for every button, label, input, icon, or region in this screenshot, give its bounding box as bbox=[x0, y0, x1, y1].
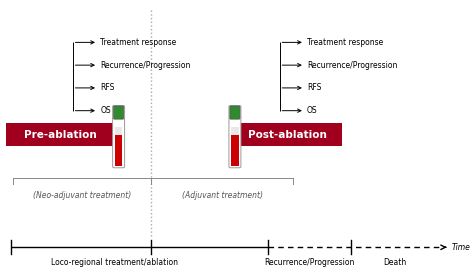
Text: OS: OS bbox=[307, 106, 318, 115]
Text: Death: Death bbox=[383, 258, 406, 267]
Text: Recurrence/Progression: Recurrence/Progression bbox=[307, 61, 398, 70]
Bar bbox=[115, 135, 122, 166]
Text: (Neo-adjuvant treatment): (Neo-adjuvant treatment) bbox=[33, 191, 131, 200]
Bar bbox=[231, 127, 238, 135]
Text: Time: Time bbox=[452, 243, 471, 252]
Bar bbox=[115, 127, 122, 135]
FancyBboxPatch shape bbox=[6, 123, 114, 146]
Text: OS: OS bbox=[100, 106, 111, 115]
Text: RFS: RFS bbox=[307, 83, 321, 92]
FancyBboxPatch shape bbox=[230, 106, 240, 119]
Text: Post-ablation: Post-ablation bbox=[248, 130, 327, 140]
Bar bbox=[231, 135, 238, 166]
Text: Treatment response: Treatment response bbox=[100, 38, 176, 47]
Text: Pre-ablation: Pre-ablation bbox=[24, 130, 96, 140]
FancyBboxPatch shape bbox=[229, 105, 241, 168]
Text: (Adjuvant treatment): (Adjuvant treatment) bbox=[182, 191, 263, 200]
Text: Recurrence/Progression: Recurrence/Progression bbox=[100, 61, 191, 70]
Text: Recurrence/Progression: Recurrence/Progression bbox=[264, 258, 355, 267]
FancyBboxPatch shape bbox=[113, 105, 125, 168]
Text: Loco-regional treatment/ablation: Loco-regional treatment/ablation bbox=[51, 258, 178, 267]
Text: RFS: RFS bbox=[100, 83, 115, 92]
FancyBboxPatch shape bbox=[234, 123, 342, 146]
Text: Treatment response: Treatment response bbox=[307, 38, 383, 47]
FancyBboxPatch shape bbox=[114, 106, 124, 119]
